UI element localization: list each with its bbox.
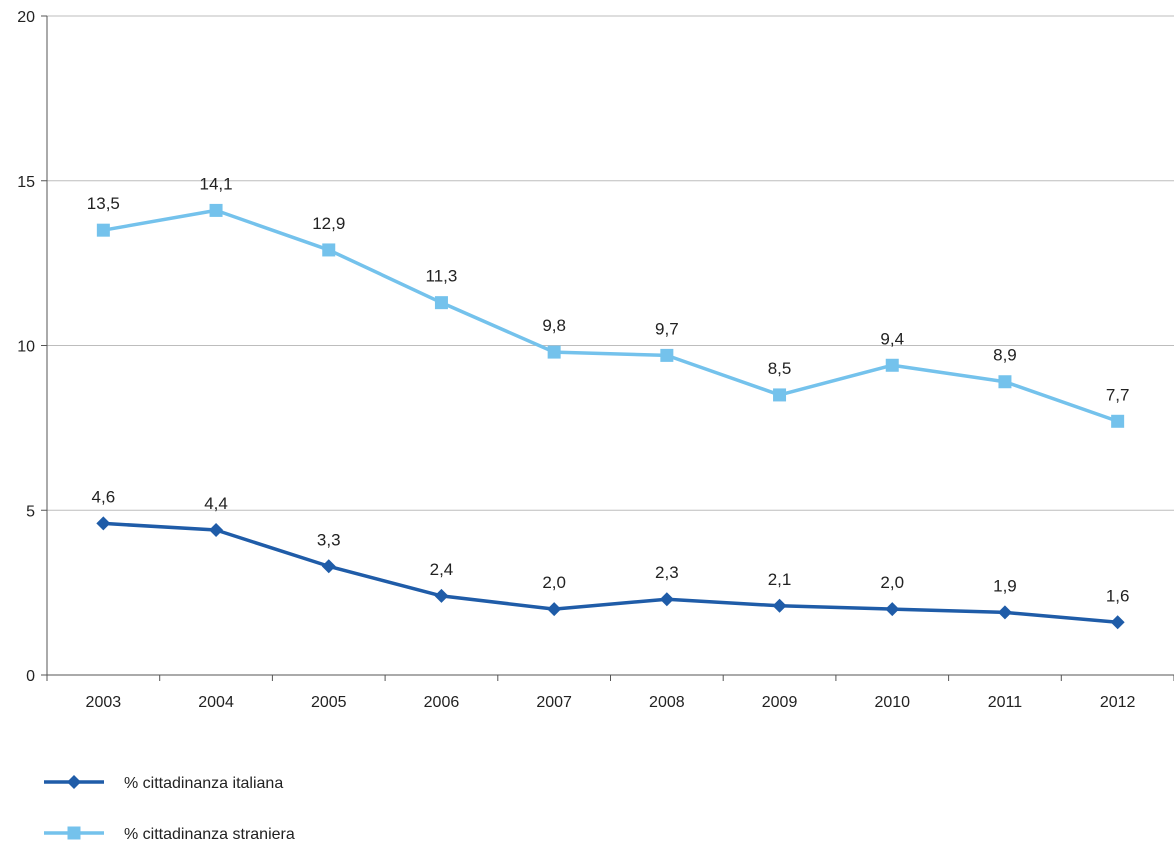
series-line-2 xyxy=(103,208,1119,423)
data-label: 7,7 xyxy=(1106,385,1130,404)
data-point xyxy=(659,592,674,607)
x-tick-label: 2011 xyxy=(988,694,1023,711)
data-point xyxy=(96,516,111,531)
data-label: 9,7 xyxy=(655,319,679,338)
data-label: 2,4 xyxy=(430,560,454,579)
series xyxy=(96,203,1125,630)
data-label: 14,1 xyxy=(200,174,233,193)
data-point xyxy=(997,605,1012,620)
x-tick-label: 2003 xyxy=(86,694,122,711)
data-point xyxy=(321,559,336,574)
data-point xyxy=(322,243,336,257)
data-point xyxy=(434,588,449,603)
data-label: 9,8 xyxy=(542,316,566,335)
data-point xyxy=(660,348,674,362)
data-label: 4,4 xyxy=(204,494,228,513)
legend-label: % cittadinanza straniera xyxy=(124,826,295,843)
data-label: 2,0 xyxy=(542,573,566,592)
y-tick-label: 5 xyxy=(26,503,35,520)
data-label: 9,4 xyxy=(880,329,904,348)
series-line-1 xyxy=(103,521,1118,625)
data-point xyxy=(209,523,224,538)
legend-marker xyxy=(67,775,81,789)
x-tick-label: 2008 xyxy=(649,694,685,711)
data-label: 12,9 xyxy=(312,214,345,233)
data-label: 1,9 xyxy=(993,576,1017,595)
data-point xyxy=(434,296,448,310)
x-tick-label: 2004 xyxy=(198,694,234,711)
x-tick-label: 2006 xyxy=(424,694,460,711)
data-point xyxy=(1110,615,1125,630)
data-label: 2,0 xyxy=(880,573,904,592)
data-label: 2,3 xyxy=(655,563,679,582)
y-tick-label: 0 xyxy=(26,668,35,685)
data-point xyxy=(96,223,110,237)
x-tick-label: 2012 xyxy=(1100,694,1136,711)
data-point xyxy=(998,375,1012,389)
data-point xyxy=(772,598,787,613)
data-point xyxy=(773,388,787,402)
legend-marker xyxy=(67,826,81,840)
legend: % cittadinanza italiana % cittadinanza st… xyxy=(44,775,295,843)
data-label: 8,5 xyxy=(768,359,792,378)
data-label: 2,1 xyxy=(768,570,792,589)
legend-label: % cittadinanza italiana xyxy=(124,775,283,792)
data-label: 3,3 xyxy=(317,530,341,549)
x-tick-label: 2009 xyxy=(762,694,798,711)
data-point xyxy=(1111,414,1125,428)
data-point xyxy=(885,358,899,372)
y-tick-label: 15 xyxy=(17,174,35,191)
x-tick-label: 2010 xyxy=(874,694,910,711)
x-tick-label: 2007 xyxy=(536,694,572,711)
data-point xyxy=(885,602,900,617)
data-labels: 4,6 4,4 3,3 2,4 2,0 2,3 2,1 2,0 1,9 1,6 13,5 14,1 12… xyxy=(87,174,1130,605)
axes: 0 5 10 15 20 2003 2004 2005 2006 2007 2008 2009 2010… xyxy=(17,9,1174,711)
data-label: 11,3 xyxy=(426,267,458,286)
gridlines xyxy=(47,15,1174,511)
data-label: 13,5 xyxy=(87,194,120,213)
data-label: 8,9 xyxy=(993,346,1017,365)
data-point xyxy=(209,203,223,217)
data-point xyxy=(547,602,562,617)
y-tick-label: 20 xyxy=(17,9,35,26)
data-label: 1,6 xyxy=(1106,586,1130,605)
y-tick-label: 10 xyxy=(17,339,35,356)
x-tick-label: 2005 xyxy=(311,694,347,711)
data-label: 4,6 xyxy=(92,487,116,506)
data-point xyxy=(547,345,561,359)
